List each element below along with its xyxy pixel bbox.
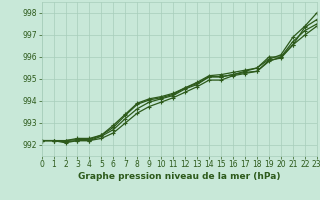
X-axis label: Graphe pression niveau de la mer (hPa): Graphe pression niveau de la mer (hPa) [78, 172, 280, 181]
